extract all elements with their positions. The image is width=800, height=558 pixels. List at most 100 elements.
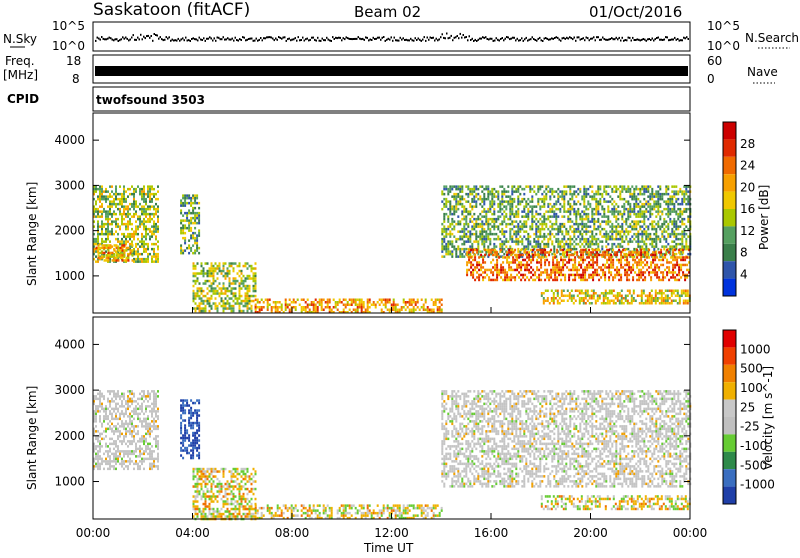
power-echo-cell <box>531 228 533 231</box>
power-echo-cell <box>592 251 594 254</box>
power-echo-cell <box>479 225 481 228</box>
power-echo-cell <box>235 297 237 300</box>
power-echo-cell <box>589 297 591 300</box>
nsky-point <box>238 40 240 42</box>
power-echo-cell <box>524 269 526 272</box>
power-echo-cell <box>194 202 196 205</box>
power-echo-cell <box>559 225 561 228</box>
power-echo-cell <box>607 292 609 295</box>
power-echo-cell <box>205 262 207 265</box>
power-echo-cell <box>665 302 667 305</box>
power-echo-cell <box>514 276 516 279</box>
power-echo-cell <box>155 230 157 233</box>
power-echo-cell <box>613 243 615 246</box>
power-echo-cell <box>247 275 249 278</box>
power-echo-cell <box>574 266 576 269</box>
power-echo-cell <box>583 245 585 248</box>
power-echo-cell <box>453 193 455 196</box>
power-echo-cell <box>667 302 669 305</box>
power-echo-cell <box>639 205 641 208</box>
power-echo-cell <box>417 306 419 309</box>
power-echo-cell <box>117 240 119 243</box>
nsky-point <box>596 36 598 38</box>
power-echo-cell <box>569 297 571 300</box>
power-echo-cell <box>197 277 199 280</box>
power-echo-cell <box>476 249 478 252</box>
power-echo-cell <box>520 269 522 272</box>
power-echo-cell <box>591 190 593 193</box>
power-echo-cell <box>569 225 571 228</box>
nsky-point <box>128 39 130 41</box>
power-echo-cell <box>596 271 598 274</box>
power-echo-cell <box>457 223 459 226</box>
power-echo-cell <box>139 223 141 226</box>
power-echo-cell <box>149 195 151 198</box>
power-echo-cell <box>477 225 479 228</box>
power-echo-cell <box>517 188 519 191</box>
power-echo-cell <box>95 188 97 191</box>
power-echo-cell <box>663 220 665 223</box>
power-echo-cell <box>463 215 465 218</box>
power-echo-cell <box>629 203 631 206</box>
power-echo-cell <box>505 223 507 226</box>
nsky-point <box>619 37 621 39</box>
nsky-point <box>602 37 604 39</box>
power-echo-cell <box>684 279 686 282</box>
power-echo-cell <box>461 238 463 241</box>
power-echo-cell <box>685 208 687 211</box>
power-echo-cell <box>119 198 121 201</box>
nsky-point <box>485 36 487 38</box>
power-echo-cell <box>665 188 667 191</box>
power-echo-cell <box>575 203 577 206</box>
power-echo-cell <box>453 185 455 188</box>
power-echo-cell <box>597 228 599 231</box>
power-echo-cell <box>647 235 649 238</box>
power-echo-cell <box>687 253 689 256</box>
power-echo-cell <box>563 195 565 198</box>
power-echo-cell <box>441 240 443 243</box>
power-echo-cell <box>527 248 529 251</box>
power-echo-cell <box>489 218 491 221</box>
power-echo-cell <box>681 230 683 233</box>
power-echo-cell <box>568 276 570 279</box>
power-echo-cell <box>474 249 476 252</box>
power-echo-cell <box>129 235 131 238</box>
nsky-point <box>487 38 489 40</box>
power-echo-cell <box>651 193 653 196</box>
power-echo-cell <box>411 304 413 307</box>
nsky-point <box>329 39 331 41</box>
power-echo-cell <box>607 185 609 188</box>
power-echo-cell <box>674 276 676 279</box>
power-echo-cell <box>645 230 647 233</box>
power-echo-cell <box>568 249 570 252</box>
power-echo-cell <box>111 233 113 236</box>
cpid-panel: CPID twofsound 3503 <box>7 87 690 111</box>
power-echo-cell <box>567 203 569 206</box>
nsky-point <box>668 39 670 41</box>
power-echo-cell <box>681 243 683 246</box>
power-echo-cell <box>527 210 529 213</box>
power-echo-cell <box>198 207 200 210</box>
power-echo-cell <box>645 302 647 305</box>
power-echo-cell <box>625 220 627 223</box>
power-echo-cell <box>488 269 490 272</box>
power-echo-cell <box>491 193 493 196</box>
power-echo-cell <box>476 276 478 279</box>
power-echo-cell <box>641 295 643 298</box>
power-echo-cell <box>631 193 633 196</box>
power-echo-cell <box>487 195 489 198</box>
power-colorbar-swatch <box>723 209 736 226</box>
power-echo-cell <box>213 290 215 293</box>
nsky-point <box>95 40 97 42</box>
power-echo-cell <box>525 185 527 188</box>
power-echo-cell <box>100 247 102 250</box>
power-echo-cell <box>543 228 545 231</box>
power-echo-cell <box>117 198 119 201</box>
power-echo-cell <box>213 272 215 275</box>
power-echo-cell <box>630 254 632 257</box>
power-echo-cell <box>636 254 638 257</box>
cpid-label: CPID <box>7 92 39 106</box>
power-echo-cell <box>517 225 519 228</box>
power-echo-cell <box>621 218 623 221</box>
power-echo-cell <box>192 217 194 220</box>
